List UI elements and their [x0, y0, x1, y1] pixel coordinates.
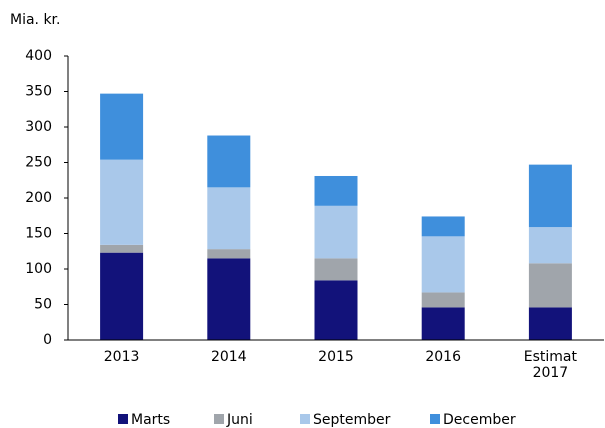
bar-segment	[528, 307, 572, 340]
bar-segment	[100, 159, 144, 245]
y-tick-label: 250	[25, 155, 52, 171]
bar-segment	[207, 249, 251, 259]
y-tick-label: 400	[25, 48, 52, 64]
bar-segment	[421, 216, 465, 237]
y-tick-label: 100	[25, 261, 52, 277]
bar-segment	[100, 244, 144, 253]
y-tick-label: 150	[25, 226, 52, 242]
legend-label: Marts	[131, 412, 170, 428]
bar-segment	[314, 258, 358, 281]
bar-segment	[207, 135, 251, 188]
bar-segment	[314, 175, 358, 206]
y-tick-label: 200	[25, 190, 52, 206]
x-tick-label: 2015	[318, 349, 354, 365]
legend-label: September	[313, 412, 391, 428]
bar-segment	[528, 263, 572, 308]
y-tick-label: 0	[43, 332, 52, 348]
x-tick-label: Estimat 2017	[523, 349, 577, 381]
y-tick-label: 300	[25, 119, 52, 135]
bar-segment	[421, 292, 465, 308]
y-tick-label: 350	[25, 84, 52, 100]
legend-swatch	[214, 414, 224, 424]
bar-segment	[528, 227, 572, 264]
x-tick-label: 2013	[103, 349, 140, 365]
legend-swatch	[300, 414, 310, 424]
bar-segment	[421, 236, 465, 293]
bar-segment	[207, 258, 251, 340]
x-tick-label: 2014	[210, 349, 247, 365]
bar-segment	[100, 93, 144, 160]
bar-segment	[100, 252, 144, 340]
legend-swatch	[430, 414, 440, 424]
x-tick-label: 2016	[425, 349, 461, 365]
legend-label: Juni	[226, 412, 253, 428]
bar-segment	[528, 164, 572, 228]
legend-swatch	[118, 414, 128, 424]
legend-label: December	[443, 412, 516, 428]
bar-segment	[314, 205, 358, 259]
y-tick-label: 50	[34, 297, 52, 313]
y-axis-label: Mia. kr.	[10, 12, 60, 28]
bar-segment	[314, 280, 358, 340]
bar-segment	[207, 187, 251, 250]
bar-segment	[421, 307, 465, 340]
